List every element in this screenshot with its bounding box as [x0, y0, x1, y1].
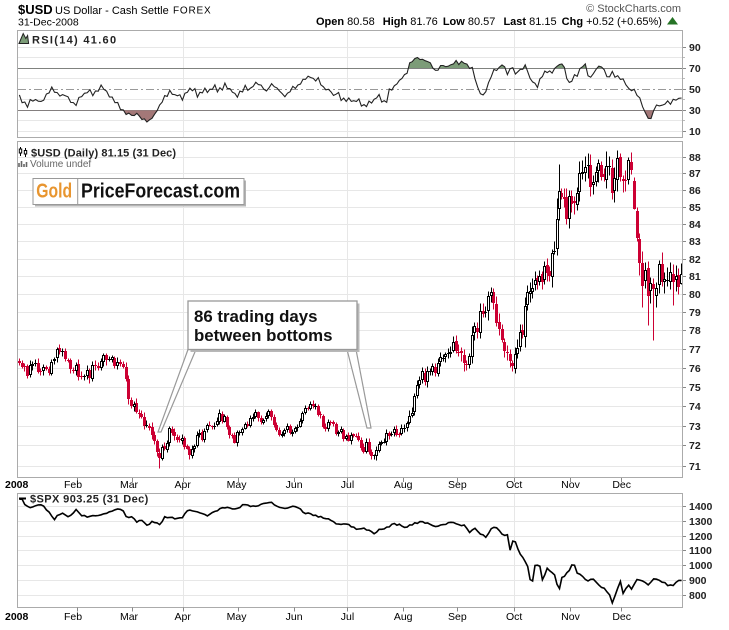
svg-text:70: 70	[689, 63, 701, 75]
svg-text:50: 50	[689, 84, 701, 96]
svg-text:1300: 1300	[689, 516, 713, 528]
svg-text:$SPX 903.25 (31 Dec): $SPX 903.25 (31 Dec)	[30, 494, 149, 506]
svg-text:Jul: Jul	[341, 479, 354, 491]
svg-text:Oct: Oct	[506, 479, 522, 491]
svg-text:84: 84	[689, 219, 701, 231]
svg-text:30: 30	[689, 105, 701, 117]
svg-text:71: 71	[689, 461, 701, 473]
svg-text:31-Dec-2008: 31-Dec-2008	[18, 17, 79, 29]
svg-text:Jul: Jul	[341, 611, 354, 623]
svg-text:83: 83	[689, 236, 701, 248]
svg-text:1100: 1100	[689, 545, 712, 557]
svg-text:Dec: Dec	[612, 611, 631, 623]
svg-text:May: May	[227, 479, 248, 491]
svg-text:Dec: Dec	[612, 479, 631, 491]
svg-text:PriceForecast.com: PriceForecast.com	[81, 181, 240, 203]
svg-text:73: 73	[689, 421, 701, 433]
svg-text:RSI(14) 41.60: RSI(14) 41.60	[32, 35, 117, 47]
svg-text:May: May	[227, 611, 248, 623]
svg-text:FOREX: FOREX	[173, 6, 211, 17]
svg-text:$USD (Daily) 81.15 (31 Dec): $USD (Daily) 81.15 (31 Dec)	[31, 148, 176, 160]
svg-text:between bottoms: between bottoms	[194, 327, 333, 345]
svg-text:88: 88	[689, 152, 701, 164]
svg-text:Feb: Feb	[64, 479, 82, 491]
svg-text:Sep: Sep	[448, 479, 467, 491]
svg-text:1400: 1400	[689, 501, 713, 513]
svg-text:76: 76	[689, 363, 701, 375]
svg-text:79: 79	[689, 307, 701, 319]
svg-text:Apr: Apr	[175, 611, 192, 623]
svg-text:90: 90	[689, 42, 701, 54]
svg-text:74: 74	[689, 401, 701, 413]
svg-text:72: 72	[689, 440, 701, 452]
svg-text:87: 87	[689, 168, 701, 180]
svg-text:US Dollar - Cash Settle: US Dollar - Cash Settle	[55, 5, 169, 17]
svg-text:Sep: Sep	[448, 611, 467, 623]
svg-text:Aug: Aug	[394, 611, 413, 623]
svg-text:Mar: Mar	[120, 479, 139, 491]
svg-text:86: 86	[689, 185, 701, 197]
svg-text:75: 75	[689, 382, 701, 394]
svg-text:78: 78	[689, 325, 701, 337]
svg-text:Mar: Mar	[120, 611, 139, 623]
svg-text:Oct: Oct	[506, 611, 522, 623]
svg-text:10: 10	[689, 126, 701, 138]
svg-text:77: 77	[689, 344, 701, 356]
svg-text:1000: 1000	[689, 560, 713, 572]
svg-text:800: 800	[689, 590, 707, 602]
svg-text:Feb: Feb	[64, 611, 82, 623]
svg-text:$USD: $USD	[18, 2, 53, 17]
svg-text:900: 900	[689, 575, 707, 587]
svg-text:1200: 1200	[689, 531, 713, 543]
svg-text:86 trading days: 86 trading days	[194, 308, 318, 326]
svg-text:Gold: Gold	[36, 181, 72, 203]
svg-text:Jun: Jun	[286, 479, 303, 491]
svg-text:2008: 2008	[5, 479, 29, 491]
svg-text:Aug: Aug	[394, 479, 413, 491]
svg-text:81: 81	[689, 271, 701, 283]
svg-text:Volume undef: Volume undef	[30, 159, 91, 170]
svg-text:© StockCharts.com: © StockCharts.com	[586, 3, 681, 15]
svg-text:Nov: Nov	[561, 611, 580, 623]
svg-text:80: 80	[689, 289, 701, 301]
svg-text:2008: 2008	[5, 611, 29, 623]
svg-text:Apr: Apr	[175, 479, 192, 491]
svg-text:Nov: Nov	[561, 479, 580, 491]
svg-text:85: 85	[689, 202, 701, 214]
svg-text:82: 82	[689, 254, 701, 266]
svg-text:Jun: Jun	[286, 611, 303, 623]
